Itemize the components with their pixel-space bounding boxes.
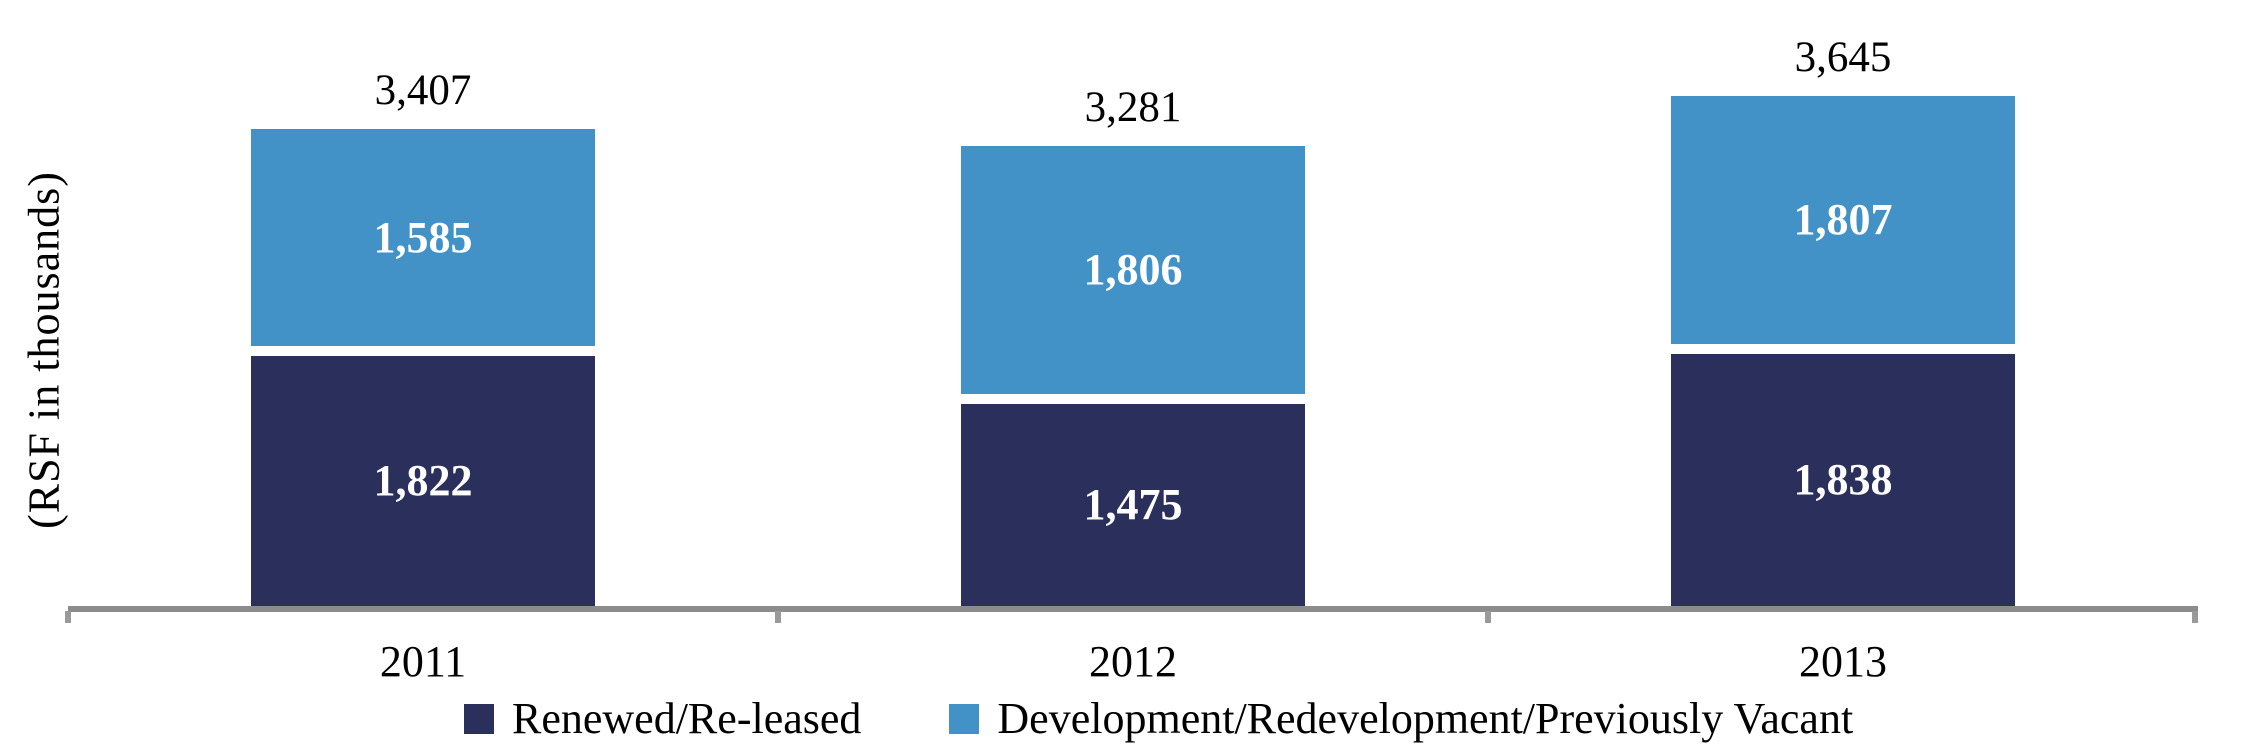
legend: Renewed/Re-leased Development/Redevelopm… bbox=[464, 697, 1853, 741]
bar-segment-value: 1,822 bbox=[373, 456, 473, 505]
bar-segment-development-2013: 1,807 bbox=[1671, 96, 2015, 344]
bar-segment-value: 1,475 bbox=[1083, 480, 1183, 529]
bar-segment-renewed-2011: 1,822 bbox=[251, 356, 595, 606]
bar-total-label-2013: 3,645 bbox=[1794, 34, 1892, 81]
x-axis-tick bbox=[2192, 611, 2198, 623]
legend-label-development: Development/Redevelopment/Previously Vac… bbox=[997, 694, 1854, 743]
bar-total-label-2011: 3,407 bbox=[374, 67, 472, 114]
x-axis-tick bbox=[65, 611, 71, 623]
bar-group-2011: 3,407 1,585 1,822 bbox=[251, 69, 595, 606]
bar-segment-development-2012: 1,806 bbox=[961, 146, 1305, 394]
bar-group-2013: 3,645 1,807 1,838 bbox=[1671, 36, 2015, 606]
bar-segment-renewed-2012: 1,475 bbox=[961, 404, 1305, 606]
x-axis-tick bbox=[1485, 611, 1491, 623]
legend-swatch-renewed bbox=[464, 704, 494, 734]
legend-item-development: Development/Redevelopment/Previously Vac… bbox=[949, 697, 1853, 741]
bar-segment-value: 1,838 bbox=[1793, 455, 1893, 504]
legend-item-renewed: Renewed/Re-leased bbox=[464, 697, 861, 741]
bar-segment-value: 1,807 bbox=[1793, 195, 1893, 244]
bar-segment-value: 1,806 bbox=[1083, 245, 1183, 294]
legend-swatch-development bbox=[949, 704, 980, 734]
legend-label-renewed: Renewed/Re-leased bbox=[512, 694, 862, 743]
bar-total-label-2012: 3,281 bbox=[1084, 84, 1182, 131]
x-axis-label-2013: 2013 bbox=[1799, 637, 1887, 686]
x-axis-label-2012: 2012 bbox=[1089, 637, 1177, 686]
x-axis-label-2011: 2011 bbox=[379, 637, 467, 686]
bar-segment-value: 1,585 bbox=[373, 212, 473, 262]
bar-segment-development-2011: 1,585 bbox=[251, 129, 595, 346]
y-axis-title: (RSF in thousands) bbox=[19, 171, 69, 529]
x-axis-line bbox=[68, 606, 2198, 612]
x-axis-tick bbox=[775, 611, 781, 623]
bar-group-2012: 3,281 1,806 1,475 bbox=[961, 86, 1305, 606]
bar-segment-renewed-2013: 1,838 bbox=[1671, 354, 2015, 606]
